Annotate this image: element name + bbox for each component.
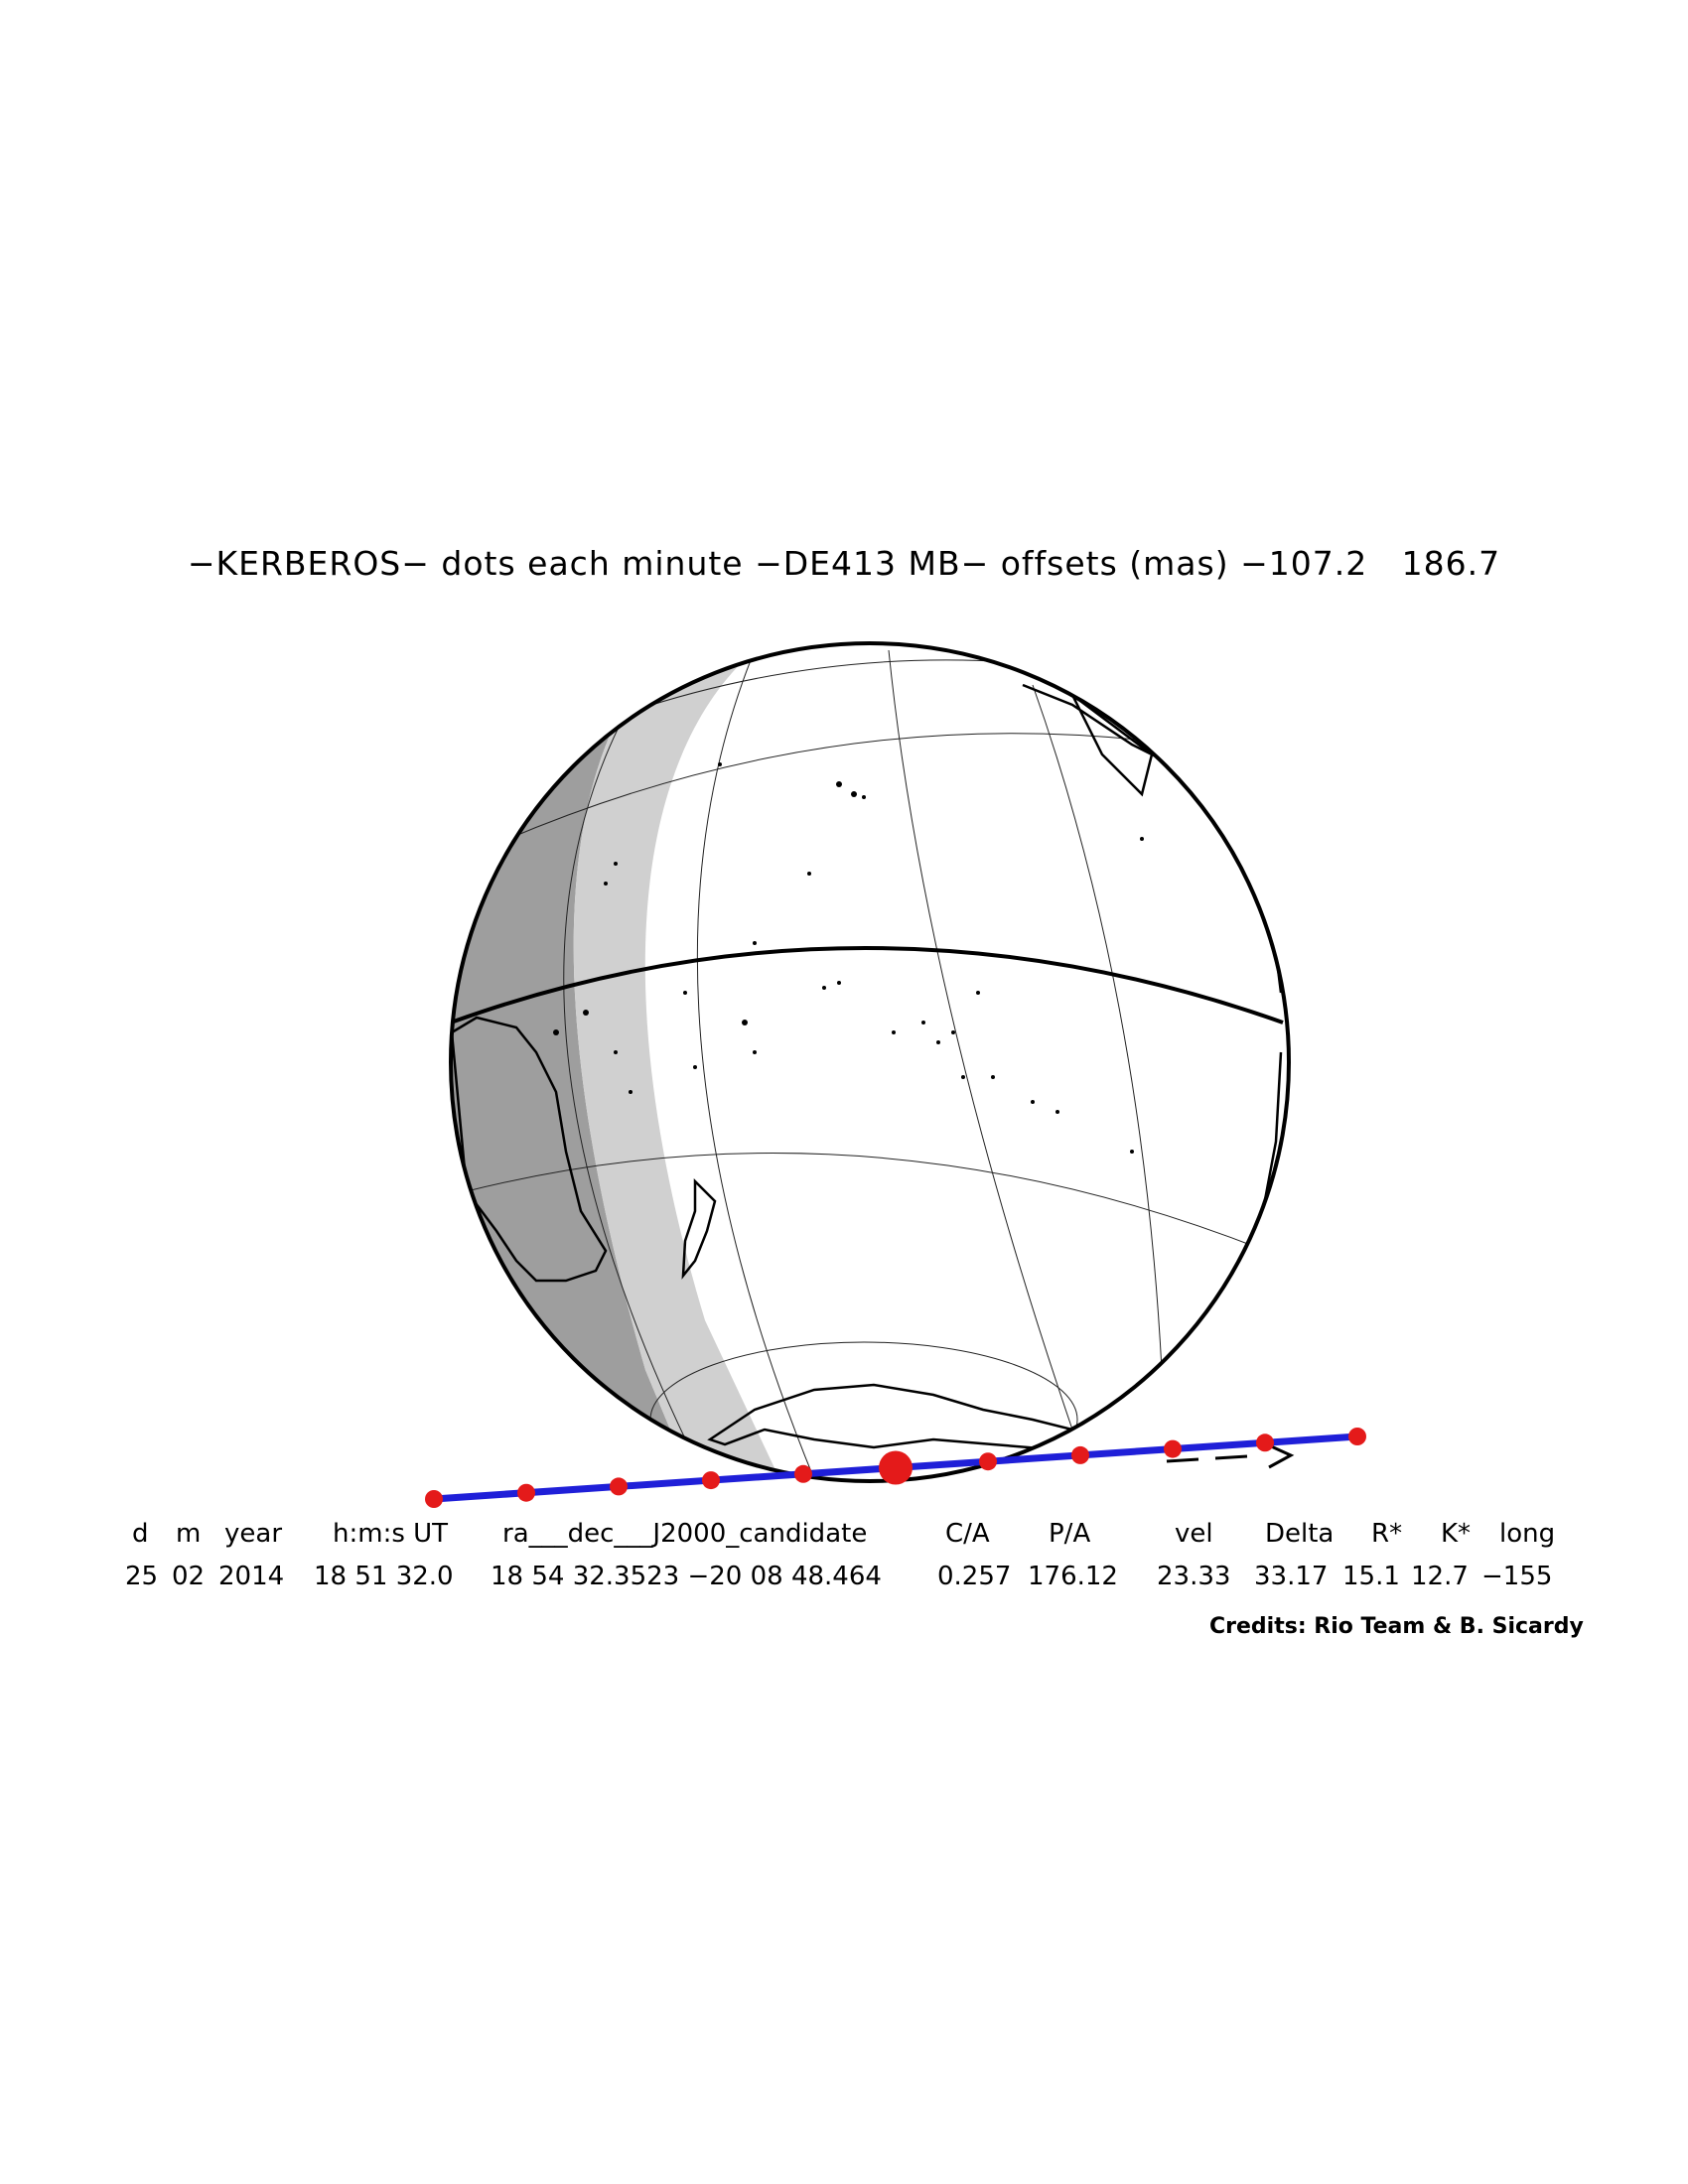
val-vel: 23.33 [1157, 1562, 1231, 1591]
hdr-m: m [176, 1519, 202, 1549]
val-r: 15.1 [1342, 1562, 1400, 1591]
minute-dot [702, 1471, 720, 1490]
hdr-r: R* [1371, 1519, 1403, 1549]
australia-coast [451, 1016, 608, 1283]
val-long: −155 [1481, 1562, 1553, 1591]
minute-dot [425, 1490, 443, 1508]
minute-dot [517, 1483, 535, 1502]
val-year: 2014 [218, 1562, 285, 1591]
minute-dot [1164, 1439, 1182, 1458]
credits-text: Credits: Rio Team & B. Sicardy [1209, 1614, 1584, 1639]
val-k: 12.7 [1411, 1562, 1469, 1591]
val-delta: 33.17 [1254, 1562, 1329, 1591]
equator-line [451, 946, 1284, 1024]
hdr-vel: vel [1175, 1519, 1213, 1549]
hdr-radec: ra___dec___J2000_candidate [502, 1519, 868, 1549]
globe-outline [449, 641, 1291, 1483]
twilight-region [573, 643, 784, 1481]
hdr-pa: P/A [1049, 1519, 1091, 1549]
central-dot [879, 1450, 913, 1485]
hdr-ca: C/A [945, 1519, 990, 1549]
hdr-delta: Delta [1265, 1519, 1335, 1549]
val-ca: 0.257 [937, 1562, 1012, 1591]
minute-dot [1071, 1445, 1089, 1464]
path-dots [425, 1428, 1366, 1508]
pacific-islands [553, 762, 1144, 1154]
val-d: 25 [125, 1562, 159, 1591]
hdr-d: d [132, 1519, 149, 1549]
hdr-k: K* [1441, 1519, 1472, 1549]
hdr-year: year [224, 1519, 283, 1549]
minute-dot [794, 1464, 812, 1483]
new-zealand-coast [681, 1177, 717, 1280]
direction-arrow [1166, 1443, 1295, 1469]
hdr-long: long [1499, 1519, 1556, 1549]
val-time: 18 51 32.0 [314, 1562, 454, 1591]
val-radec: 18 54 32.3523 −20 08 48.464 [491, 1562, 882, 1591]
minute-dot [979, 1452, 997, 1471]
minute-dot [1348, 1428, 1366, 1445]
hdr-time: h:m:s UT [333, 1519, 449, 1549]
minute-dot [1256, 1433, 1274, 1452]
minute-dot [610, 1477, 628, 1496]
chart-title: −KERBEROS− dots each minute −DE413 MB− o… [187, 544, 1501, 583]
val-m: 02 [172, 1562, 206, 1591]
val-pa: 176.12 [1028, 1562, 1118, 1591]
